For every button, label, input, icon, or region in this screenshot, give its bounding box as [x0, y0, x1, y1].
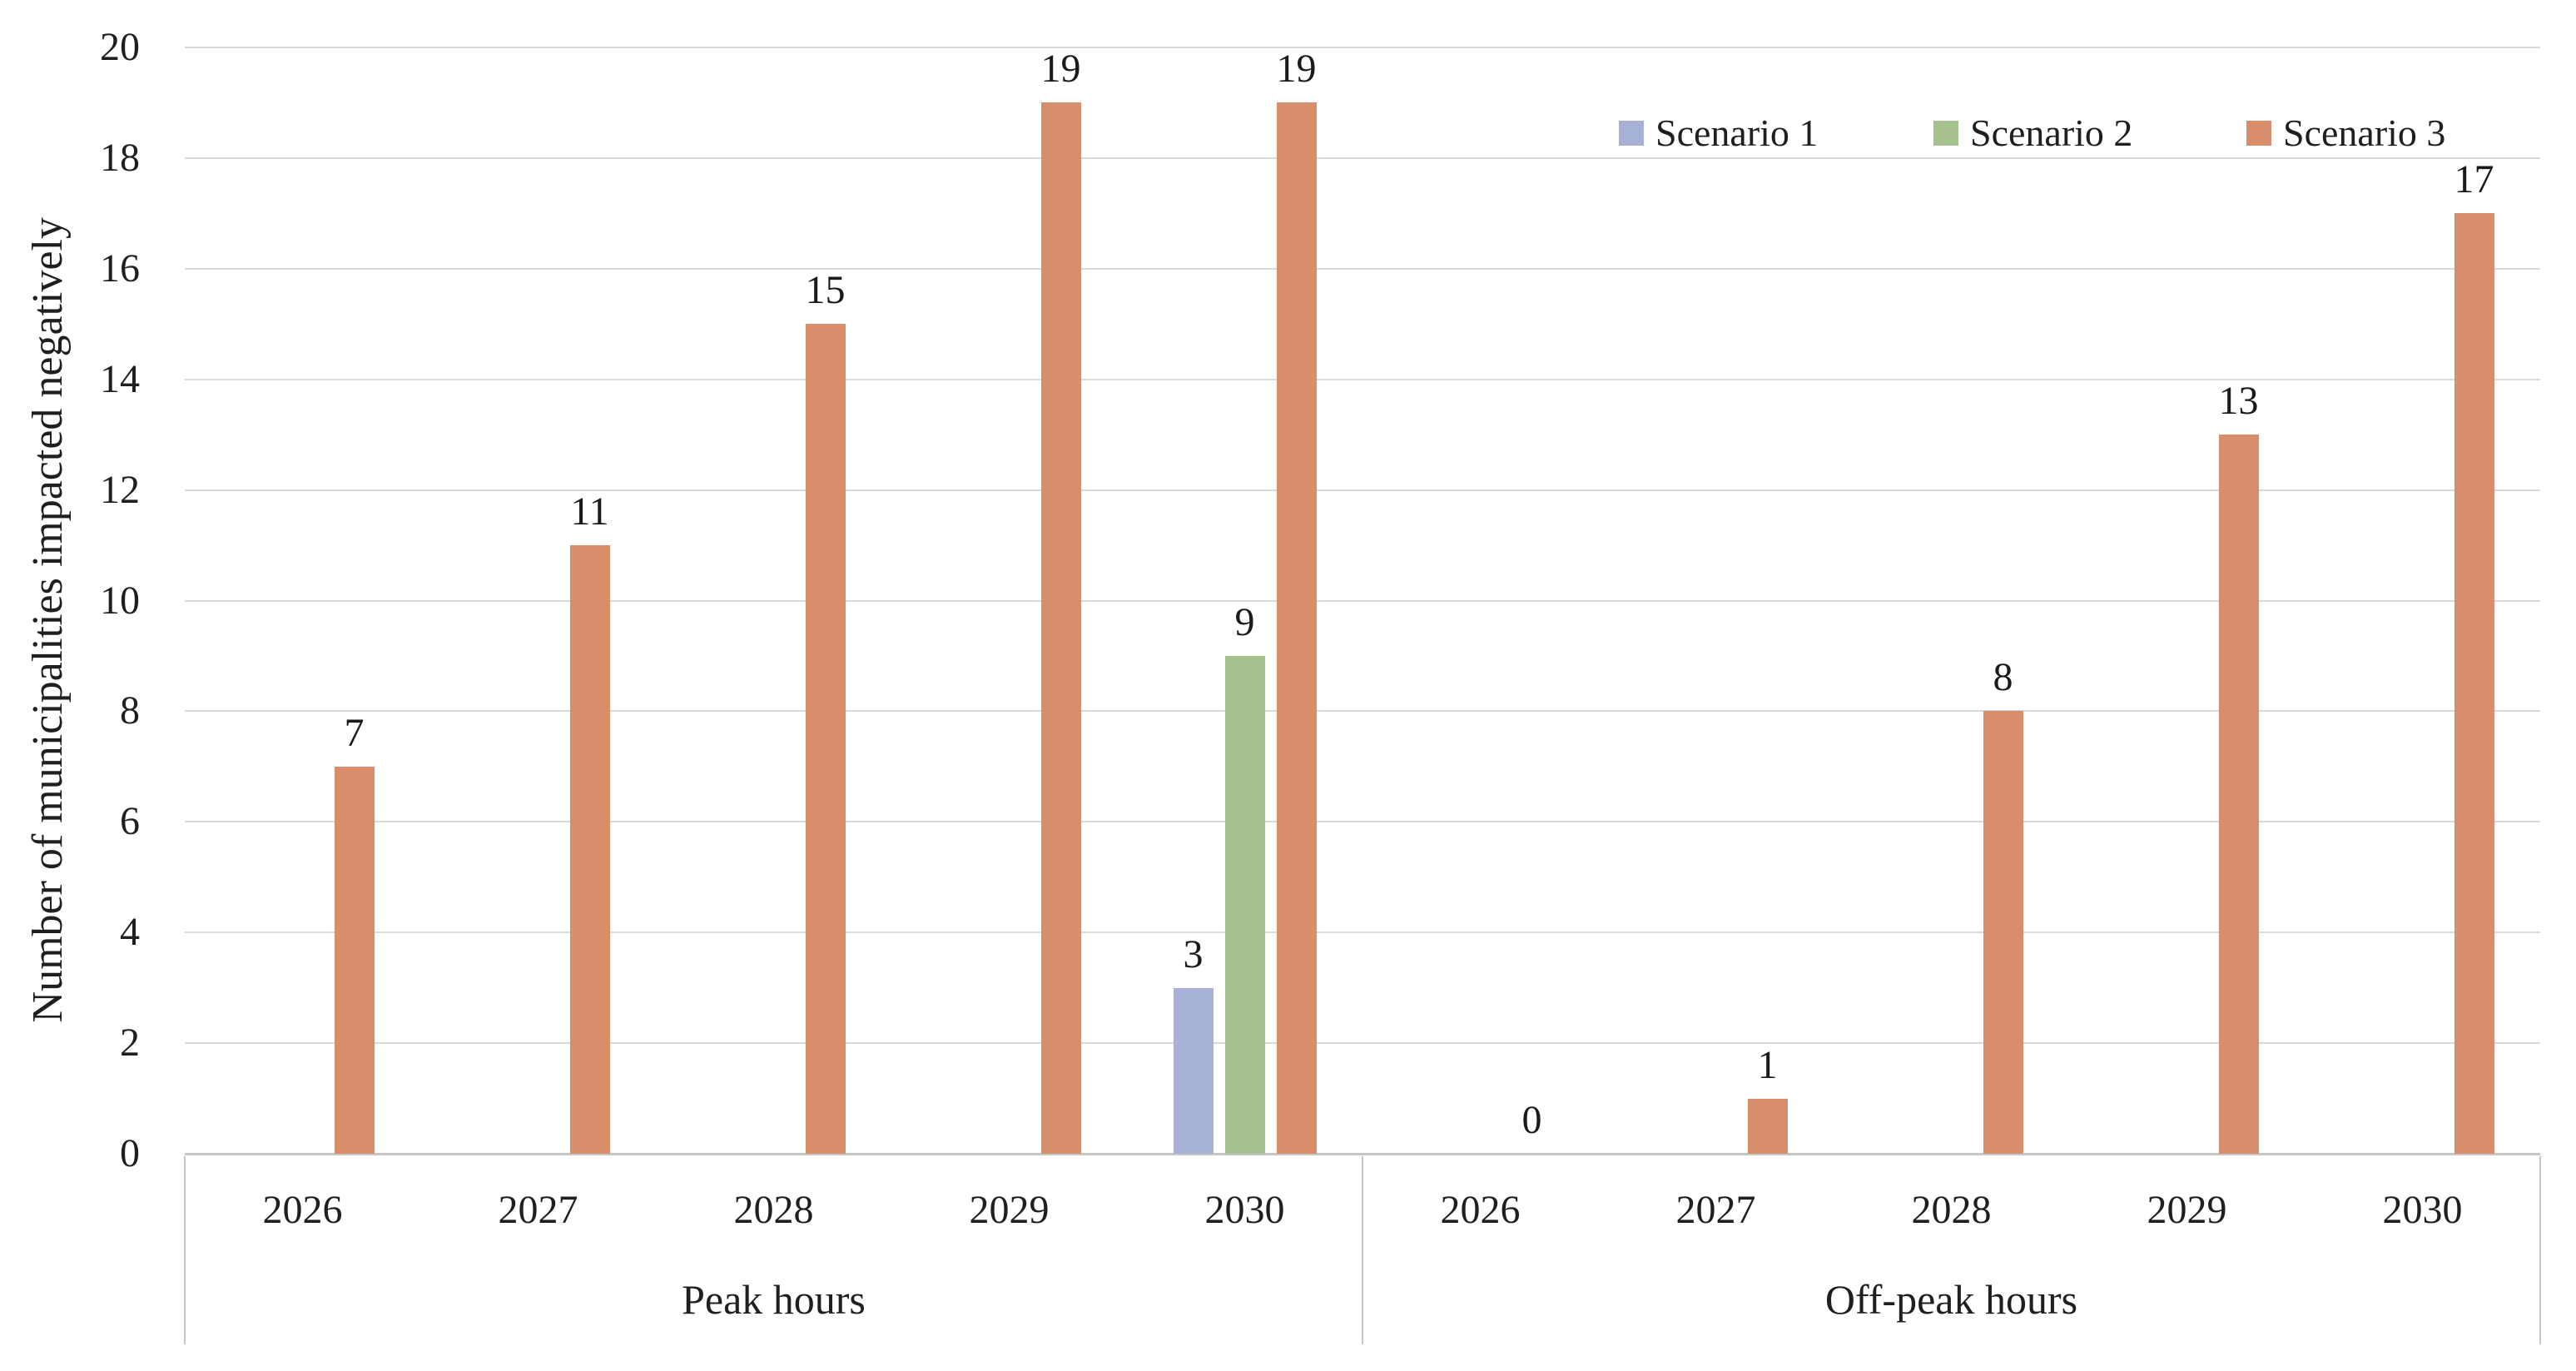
legend-label: Scenario 2 — [1970, 112, 2133, 154]
y-tick-label: 16 — [100, 246, 140, 291]
legend-item-scenario-3: Scenario 3 — [2246, 107, 2445, 160]
legend: Scenario 1 Scenario 2 Scenario 3 — [0, 107, 2576, 160]
category-label: 2026 — [1440, 1188, 1521, 1232]
legend-item-scenario-2: Scenario 2 — [1933, 107, 2132, 160]
category-label: 2028 — [1911, 1188, 1992, 1232]
data-label: 3 — [1183, 931, 1204, 976]
category-label: 2030 — [1204, 1188, 1285, 1232]
bar-peak-hours-2030-scenario-3 — [1276, 102, 1317, 1154]
bar-off-peak-hours-2030-scenario-3 — [2454, 213, 2494, 1154]
gridline — [185, 1042, 2540, 1045]
category-axis-divider — [184, 1156, 186, 1344]
y-tick-label: 14 — [100, 356, 140, 401]
legend-swatch-scenario-1 — [1619, 121, 1644, 146]
category-label: 2027 — [498, 1188, 578, 1232]
gridline — [185, 156, 2540, 159]
y-tick-label: 0 — [120, 1131, 140, 1175]
gridline — [185, 710, 2540, 713]
data-label: 7 — [344, 710, 365, 755]
bar-peak-hours-2026-scenario-3 — [334, 766, 375, 1154]
category-axis-divider — [2539, 1156, 2541, 1344]
bar-off-peak-hours-2027-scenario-3 — [1747, 1098, 1788, 1154]
category-label: 2029 — [2147, 1188, 2227, 1232]
category-label: 2026 — [262, 1188, 343, 1232]
data-label: 15 — [805, 268, 846, 313]
legend-swatch-scenario-3 — [2246, 121, 2271, 146]
x-axis-line — [185, 1153, 2540, 1155]
gridline — [185, 267, 2540, 270]
gridline — [185, 489, 2540, 491]
y-tick-label: 20 — [100, 25, 140, 69]
data-label: 0 — [1521, 1098, 1542, 1142]
data-label: 1 — [1757, 1042, 1778, 1087]
gridline — [185, 931, 2540, 934]
data-label: 13 — [2218, 379, 2259, 424]
category-label: 2028 — [733, 1188, 814, 1232]
legend-label: Scenario 1 — [1655, 112, 1819, 154]
legend-item-scenario-1: Scenario 1 — [1619, 107, 1818, 160]
category-label: 2029 — [969, 1188, 1050, 1232]
data-label: 19 — [1276, 47, 1317, 92]
data-label: 17 — [2454, 157, 2494, 202]
bar-peak-hours-2028-scenario-3 — [805, 324, 846, 1154]
category-label: 2027 — [1675, 1188, 1756, 1232]
data-label: 11 — [570, 489, 609, 534]
y-tick-label: 10 — [100, 578, 140, 623]
data-label: 8 — [1993, 655, 2013, 700]
bar-peak-hours-2029-scenario-3 — [1040, 102, 1081, 1154]
category-axis-divider — [1362, 1156, 1363, 1344]
legend-label: Scenario 3 — [2283, 112, 2446, 154]
data-label: 19 — [1040, 47, 1081, 92]
bar-peak-hours-2030-scenario-1 — [1173, 987, 1214, 1154]
y-tick-label: 8 — [120, 688, 140, 733]
gridline — [185, 47, 2540, 48]
y-tick-label: 4 — [120, 910, 140, 955]
group-label: Peak hours — [682, 1276, 866, 1323]
gridline — [185, 378, 2540, 380]
data-label: 9 — [1234, 599, 1255, 644]
y-tick-label: 18 — [100, 135, 140, 180]
y-tick-label: 2 — [120, 1021, 140, 1066]
bar-peak-hours-2030-scenario-2 — [1224, 655, 1265, 1154]
bar-off-peak-hours-2029-scenario-3 — [2218, 435, 2259, 1154]
category-label: 2030 — [2382, 1188, 2463, 1232]
group-label: Off-peak hours — [1824, 1276, 2078, 1323]
gridline — [185, 599, 2540, 602]
legend-swatch-scenario-2 — [1933, 121, 1958, 146]
bar-peak-hours-2027-scenario-3 — [569, 545, 610, 1154]
gridline — [185, 821, 2540, 823]
y-tick-label: 12 — [100, 467, 140, 512]
bar-off-peak-hours-2028-scenario-3 — [1983, 711, 2023, 1154]
y-tick-label: 6 — [120, 799, 140, 844]
